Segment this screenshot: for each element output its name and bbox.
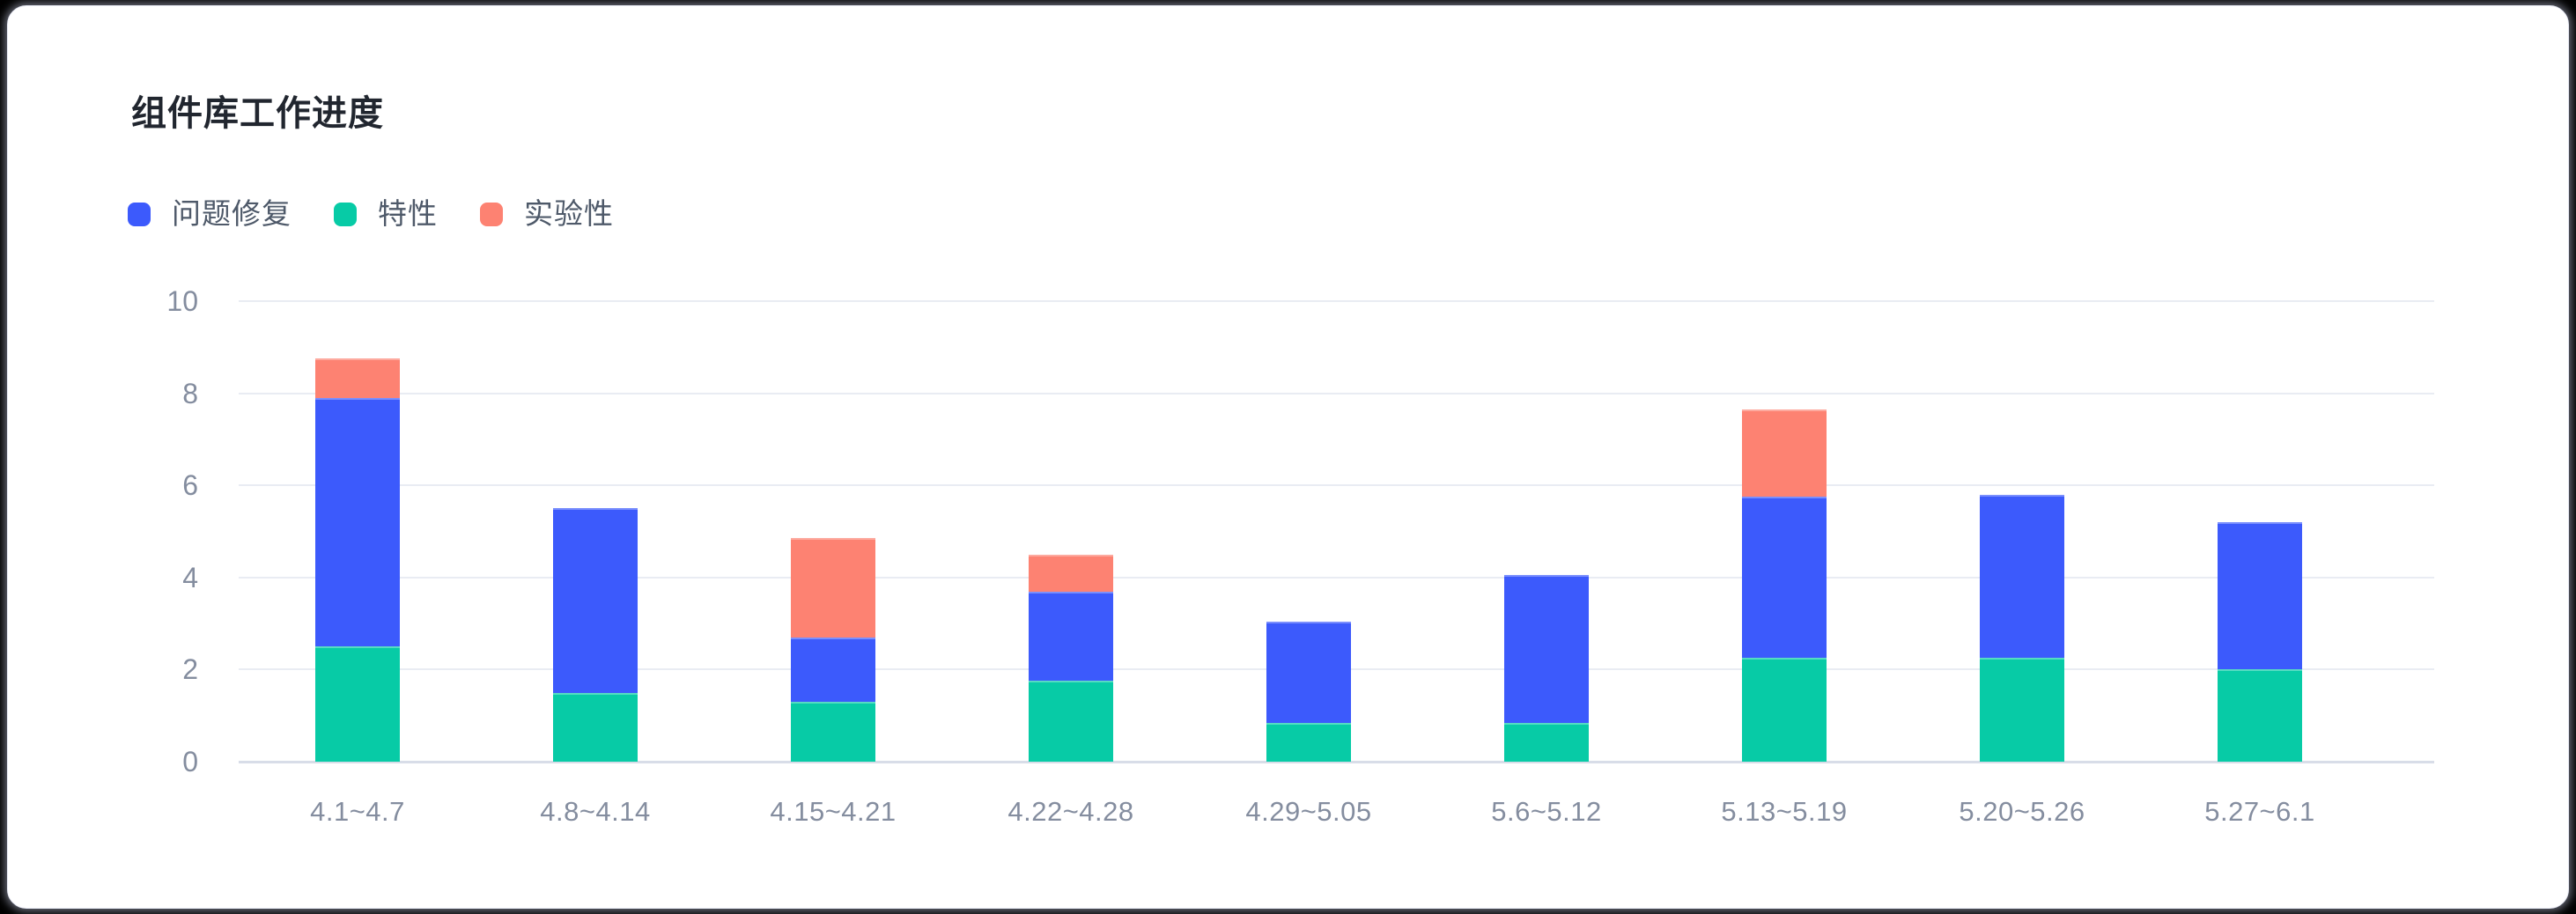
y-axis-tick-label: 8 xyxy=(182,377,198,409)
x-axis-tick-label: 4.29~5.05 xyxy=(1245,796,1372,827)
bar-segment-问题修复[interactable] xyxy=(315,397,400,647)
legend-item-问题修复[interactable]: 问题修复 xyxy=(128,196,292,232)
x-axis-tick-label: 4.15~4.21 xyxy=(770,796,897,827)
gridline xyxy=(239,484,2434,487)
x-axis-tick-label: 4.22~4.28 xyxy=(1008,796,1134,827)
x-axis-tick-label: 5.13~5.19 xyxy=(1721,796,1848,827)
legend-item-特性[interactable]: 特性 xyxy=(334,196,438,232)
y-axis-tick-label: 4 xyxy=(182,561,198,593)
plot-area xyxy=(239,300,2434,763)
bar-segment-问题修复[interactable] xyxy=(1266,621,1351,723)
bar-segment-特性[interactable] xyxy=(2218,669,2302,762)
x-axis-tick-label: 5.27~6.1 xyxy=(2204,796,2315,827)
bar-5.13~5.19[interactable] xyxy=(1742,301,1827,762)
bar-segment-实验性[interactable] xyxy=(1029,554,1113,592)
bar-segment-特性[interactable] xyxy=(1504,722,1589,762)
bar-5.6~5.12[interactable] xyxy=(1504,301,1589,762)
x-axis-tick-label: 5.20~5.26 xyxy=(1959,796,2085,827)
gridline xyxy=(239,392,2434,394)
bar-segment-问题修复[interactable] xyxy=(791,637,875,703)
x-axis-baseline xyxy=(239,761,2434,763)
gridline xyxy=(239,576,2434,579)
bar-4.8~4.14[interactable] xyxy=(553,301,638,762)
bar-4.22~4.28[interactable] xyxy=(1029,301,1113,762)
bar-segment-特性[interactable] xyxy=(315,646,400,762)
x-axis-tick-label: 5.6~5.12 xyxy=(1491,796,1602,827)
bar-segment-特性[interactable] xyxy=(1266,722,1351,762)
legend-item-label: 问题修复 xyxy=(172,197,292,230)
bar-4.1~4.7[interactable] xyxy=(315,301,400,762)
y-axis-tick-label: 2 xyxy=(182,653,198,686)
bar-segment-特性[interactable] xyxy=(1742,658,1827,762)
x-axis-tick-label: 4.8~4.14 xyxy=(540,796,651,827)
bar-segment-问题修复[interactable] xyxy=(1980,494,2064,659)
bar-segment-问题修复[interactable] xyxy=(1029,591,1113,682)
y-axis-tick-label: 0 xyxy=(182,746,198,778)
bar-segment-问题修复[interactable] xyxy=(2218,522,2302,670)
bar-segment-特性[interactable] xyxy=(1029,681,1113,762)
bar-4.15~4.21[interactable] xyxy=(791,301,875,762)
legend-swatch-icon xyxy=(128,202,151,226)
legend-item-实验性[interactable]: 实验性 xyxy=(480,196,614,232)
bar-5.27~6.1[interactable] xyxy=(2218,301,2302,762)
bar-4.29~5.05[interactable] xyxy=(1266,301,1351,762)
legend-item-label: 实验性 xyxy=(524,197,614,230)
y-axis-tick-label: 10 xyxy=(166,285,198,317)
bar-segment-实验性[interactable] xyxy=(315,358,400,398)
bar-segment-特性[interactable] xyxy=(1980,658,2064,762)
gridline xyxy=(239,300,2434,302)
x-axis-tick-label: 4.1~4.7 xyxy=(310,796,405,827)
legend: 问题修复 特性 实验性 xyxy=(128,196,614,232)
bar-5.20~5.26[interactable] xyxy=(1980,301,2064,762)
bar-segment-实验性[interactable] xyxy=(1742,409,1827,498)
bar-segment-问题修复[interactable] xyxy=(553,508,638,693)
chart-title: 组件库工作进度 xyxy=(131,94,384,133)
legend-swatch-icon xyxy=(480,202,503,226)
bar-segment-特性[interactable] xyxy=(553,692,638,762)
legend-swatch-icon xyxy=(334,202,357,226)
bar-segment-实验性[interactable] xyxy=(791,538,875,638)
bar-segment-问题修复[interactable] xyxy=(1742,497,1827,659)
bar-segment-问题修复[interactable] xyxy=(1504,575,1589,723)
y-axis-tick-label: 6 xyxy=(182,469,198,502)
chart-card: 组件库工作进度 问题修复 特性 实验性 0 2 4 6 8 10 4.1~4.7 4.8~4.14… xyxy=(7,5,2569,909)
bar-segment-特性[interactable] xyxy=(791,702,875,762)
legend-item-label: 特性 xyxy=(378,197,438,230)
